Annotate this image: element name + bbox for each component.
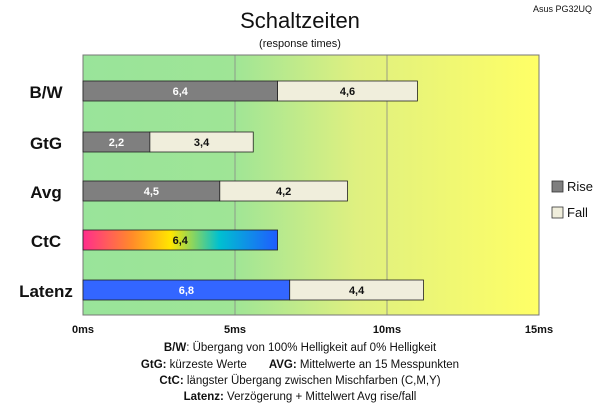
footnote-gtg-key: GtG: bbox=[140, 359, 167, 371]
legend-label-rise: Rise bbox=[567, 179, 593, 194]
category-label-3: CtC bbox=[31, 232, 61, 251]
bar-label-fall-2: 4,2 bbox=[276, 186, 291, 198]
footnote-latency: Latenz: Verzögerung + Mittelwert Avg ris… bbox=[0, 391, 600, 403]
bar-label-fall-0: 4,6 bbox=[340, 86, 355, 98]
bar-fall-0 bbox=[277, 80, 418, 102]
footnote-gtg-text: kürzeste Werte bbox=[166, 359, 247, 371]
category-label-4: Latenz bbox=[19, 282, 73, 301]
bar-label-rise-0: 6,4 bbox=[173, 86, 189, 98]
bars-layer: 6,4 4,6 2,2 3,4 4,5 4,2 6,4 6,8 4,4 bbox=[82, 80, 424, 301]
legend-swatch-rise bbox=[551, 180, 564, 193]
footnote-bw-key: B/W bbox=[163, 342, 187, 354]
category-labels: B/W GtG Avg CtC Latenz bbox=[19, 83, 73, 301]
category-label-2: Avg bbox=[30, 183, 62, 202]
bar-fall-4 bbox=[289, 279, 424, 301]
bar-label-latency: 6,8 bbox=[179, 285, 194, 297]
footnote-avg-text: Mittelwerte an 15 Messpunkten bbox=[296, 359, 460, 371]
footnote-ctc: CtC: längster Übergang zwischen Mischfar… bbox=[0, 375, 600, 387]
bar-label-fall-4: 4,4 bbox=[349, 285, 365, 297]
x-tick-label-1: 5ms bbox=[224, 324, 246, 336]
footnote-bw: B/W: Übergang von 100% Helligkeit auf 0%… bbox=[0, 342, 600, 354]
chart-subtitle: (response times) bbox=[259, 38, 341, 50]
brand-label: Asus PG32UQ bbox=[533, 4, 592, 14]
footnote-ctc-text: längster Übergang zwischen Mischfarben (… bbox=[183, 375, 441, 387]
bar-ctc bbox=[82, 229, 278, 251]
category-label-0: B/W bbox=[29, 83, 63, 102]
bar-label-rise-1: 2,2 bbox=[109, 137, 124, 149]
legend-label-fall: Fall bbox=[567, 205, 588, 220]
chart-title: Schaltzeiten bbox=[240, 8, 360, 33]
category-label-1: GtG bbox=[30, 134, 62, 153]
bar-fall-2 bbox=[219, 180, 348, 202]
footnote-latency-key: Latenz: bbox=[183, 391, 224, 403]
x-tick-label-3: 15ms bbox=[525, 324, 553, 336]
bar-label-rise-2: 4,5 bbox=[144, 186, 159, 198]
footnote-ctc-key: CtC: bbox=[159, 375, 184, 387]
footnote-gtg-avg: GtG: kürzeste Werte AVG: Mittelwerte an 1… bbox=[0, 359, 600, 371]
bar-label-fall-1: 3,4 bbox=[194, 137, 210, 149]
footnote-latency-text: Verzögerung + Mittelwert Avg rise/fall bbox=[223, 391, 417, 403]
x-tick-label-0: 0ms bbox=[72, 324, 94, 336]
footnote-avg-key: AVG: bbox=[268, 359, 297, 371]
footnote-bw-text: : Übergang von 100% Helligkeit auf 0% He… bbox=[186, 342, 437, 354]
x-tick-labels: 0ms 5ms 10ms 15ms bbox=[72, 324, 553, 336]
bar-fall-1 bbox=[149, 131, 254, 153]
x-tick-label-2: 10ms bbox=[373, 324, 401, 336]
bar-label-ctc: 6,4 bbox=[173, 235, 189, 247]
legend-swatch-fall bbox=[551, 206, 564, 219]
legend: Rise Fall bbox=[551, 179, 593, 220]
